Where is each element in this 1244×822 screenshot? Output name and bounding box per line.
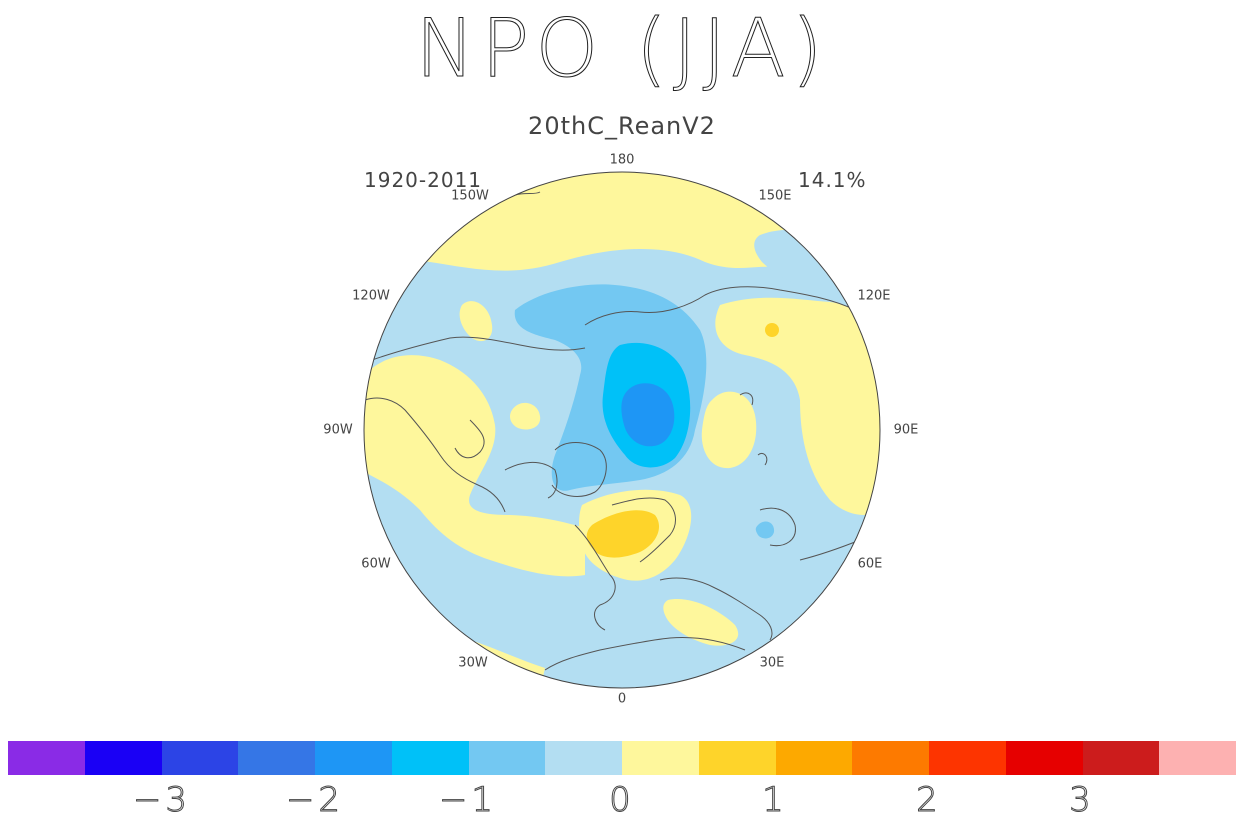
field-positive-america [364, 355, 585, 577]
colorbar-swatch-12 [929, 741, 1006, 775]
colorbar-swatch-6 [468, 741, 546, 775]
colorbar-tick-label: 0 [609, 780, 635, 821]
anomaly-field [364, 172, 880, 688]
colorbar-swatch-8 [622, 741, 699, 775]
colorbar-swatch-3 [238, 741, 315, 775]
colorbar-swatch-0 [8, 741, 85, 775]
lon-label-90w: 90W [323, 422, 353, 438]
lon-label-150e: 150E [758, 188, 792, 204]
dataset-subtitle: 20thC_ReanV2 [528, 112, 716, 140]
colorbar-tick-label: −2 [285, 780, 345, 821]
lon-label-0: 0 [617, 691, 627, 707]
colorbar-swatch-2 [161, 741, 239, 775]
lon-label-60w: 60W [361, 556, 391, 572]
colorbar-swatch-15 [1159, 741, 1236, 775]
colorbar-swatch-4 [315, 741, 392, 775]
period-label: 1920-2011 [364, 168, 483, 192]
polar-map [363, 171, 881, 689]
field-positive-asia [715, 297, 880, 515]
colorbar-swatch-9 [698, 741, 776, 775]
map-border [363, 171, 881, 689]
colorbar-swatch-13 [1005, 741, 1083, 775]
colorbar-tick-label: 3 [1069, 780, 1095, 821]
lon-label-90e: 90E [893, 422, 919, 438]
lon-label-180: 180 [609, 152, 635, 168]
colorbar-swatch-10 [775, 741, 853, 775]
colorbar-tick-label: 2 [916, 780, 942, 821]
colorbar-swatch-1 [84, 741, 162, 775]
colorbar-swatch-7 [545, 741, 622, 775]
colorbar-tick-label: 1 [762, 780, 788, 821]
colorbar-swatch-11 [852, 741, 929, 775]
figure-title: NPO (JJA) [415, 2, 829, 95]
lon-label-120e: 120E [857, 288, 891, 304]
lon-label-150w: 150W [451, 188, 489, 204]
variance-label: 14.1% [798, 168, 867, 192]
lon-label-120w: 120W [352, 288, 390, 304]
colorbar-swatch-14 [1082, 741, 1160, 775]
colorbar-tick-label: −3 [132, 780, 192, 821]
colorbar-tick-label: −1 [438, 780, 498, 821]
lon-label-30e: 30E [759, 655, 785, 671]
lon-label-30w: 30W [458, 655, 488, 671]
colorbar-swatch-5 [391, 741, 469, 775]
colorbar [8, 741, 1236, 775]
colorbar-labels: −3 −2 −1 0 1 2 3 [0, 780, 1244, 821]
lon-label-60e: 60E [857, 556, 883, 572]
